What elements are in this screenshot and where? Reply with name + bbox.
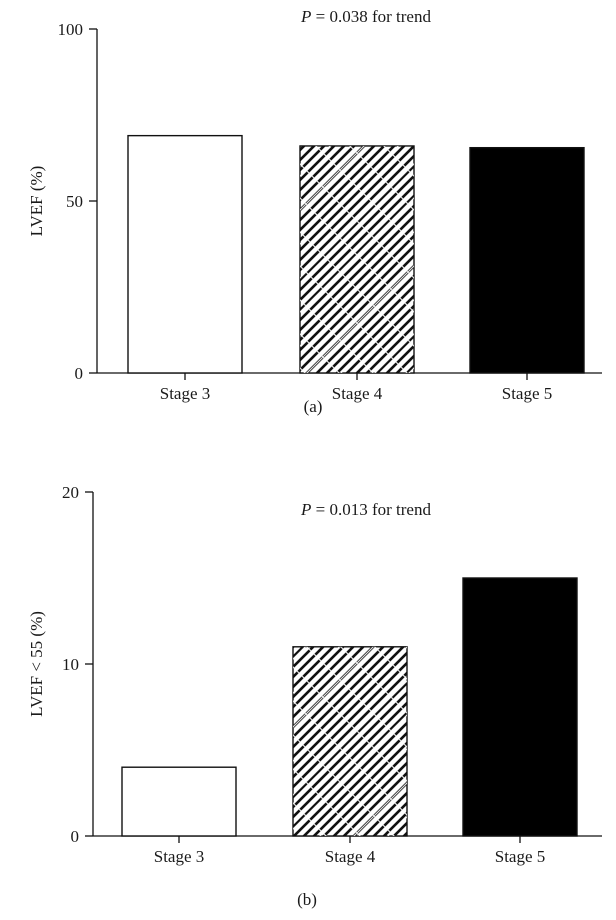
bar-hatch-overlay <box>293 646 407 836</box>
axes-a: 0 50 100 Stage 3 Stage 4 Stage 5 <box>58 20 602 403</box>
bar-hatch-overlay <box>300 145 414 373</box>
bar-stage-4 <box>299 145 415 374</box>
bar-stage-5 <box>469 146 585 374</box>
y-tick-label: 100 <box>58 20 84 39</box>
y-tick-label: 20 <box>62 483 79 502</box>
panel-label-a: (a) <box>304 397 323 416</box>
panel-label-b: (b) <box>297 890 317 909</box>
bar-stage-3 <box>127 134 243 374</box>
bar-stage-5 <box>462 577 578 837</box>
bars-a <box>127 134 585 374</box>
bar-stage-3 <box>121 766 237 837</box>
y-axis-label-b: LVEF < 55 (%) <box>27 611 46 717</box>
x-tick-label: Stage 3 <box>160 384 211 403</box>
x-tick-label: Stage 4 <box>325 847 376 866</box>
bars-b <box>121 577 578 837</box>
bar-stage-4 <box>292 646 408 837</box>
bar-rect <box>121 766 237 837</box>
y-axis-label-a: LVEF (%) <box>27 166 46 237</box>
bar-rect <box>462 577 578 837</box>
y-tick-label: 50 <box>66 192 83 211</box>
y-tick-label: 0 <box>71 827 80 846</box>
y-tick-label: 10 <box>62 655 79 674</box>
x-tick-label: Stage 5 <box>495 847 546 866</box>
bar-rect <box>469 146 585 374</box>
panel-a: P = 0.038 for trend LVEF (%) 0 50 100 Stage… <box>27 7 602 416</box>
p-annotation-a: P = 0.038 for trend <box>300 7 431 26</box>
p-annotation-b: P = 0.013 for trend <box>300 500 431 519</box>
y-tick-label: 0 <box>75 364 84 383</box>
panel-b: P = 0.013 for trend LVEF < 55 (%) 0 10 20 S… <box>27 483 602 909</box>
x-tick-label: Stage 5 <box>502 384 553 403</box>
x-tick-label: Stage 3 <box>154 847 205 866</box>
x-tick-label: Stage 4 <box>332 384 383 403</box>
bar-rect <box>127 134 243 374</box>
